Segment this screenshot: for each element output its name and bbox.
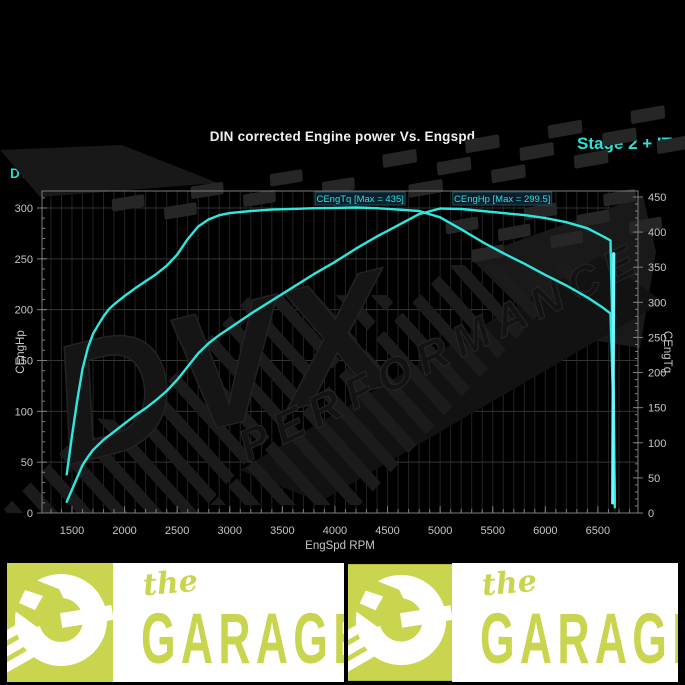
- svg-text:150: 150: [648, 403, 666, 415]
- curve-CEngTq: [65, 206, 616, 509]
- svg-text:4000: 4000: [323, 525, 347, 537]
- checker-flag-band: [111, 169, 355, 220]
- svg-text:450: 450: [648, 192, 666, 204]
- x-axis-label: EngSpd RPM: [305, 540, 375, 552]
- svg-text:3000: 3000: [218, 525, 242, 537]
- svg-text:400: 400: [648, 227, 666, 239]
- svg-text:3500: 3500: [270, 525, 294, 537]
- garage-g-icon: [0, 563, 114, 682]
- svg-text:50: 50: [21, 457, 33, 469]
- svg-text:2500: 2500: [165, 525, 189, 537]
- banner-spacer: [0, 563, 7, 682]
- banner-spacer: [344, 563, 348, 682]
- right-axis-label: CEngTq: [661, 331, 673, 373]
- page-title: DIN corrected Engine power Vs. Engspd: [209, 129, 476, 144]
- garage-wordmark: the GARAGE: [452, 563, 678, 682]
- svg-text:250: 250: [648, 332, 666, 344]
- checker-flag-band: [382, 105, 685, 198]
- garage-logo: [326, 563, 453, 682]
- logo-the-text: the: [141, 563, 200, 604]
- svg-text:300: 300: [15, 203, 33, 215]
- svg-text:2000: 2000: [112, 525, 136, 537]
- curve-label-CEngTq: CEngTq [Max = 435]: [314, 191, 406, 206]
- logo-garage-text: GARAGE: [480, 598, 678, 679]
- stage-badge: Stage 2 + IT: [577, 134, 672, 153]
- svg-text:150: 150: [15, 355, 33, 367]
- svg-text:CEngTq [Max = 435]: CEngTq [Max = 435]: [316, 194, 403, 205]
- svg-text:6000: 6000: [533, 525, 557, 537]
- svg-text:50: 50: [648, 473, 660, 485]
- svg-text:0: 0: [27, 508, 33, 520]
- footer-banner: the GARAGE the GARAGE: [0, 563, 685, 682]
- svg-text:200: 200: [648, 368, 666, 380]
- svg-text:350: 350: [648, 262, 666, 274]
- curve-label-CEngHp: CEngHp [Max = 299.5]: [452, 191, 553, 206]
- svg-text:5500: 5500: [480, 525, 504, 537]
- svg-text:6500: 6500: [586, 525, 610, 537]
- svg-text:100: 100: [15, 406, 33, 418]
- checker-flag-band: [445, 188, 662, 263]
- svg-text:250: 250: [15, 254, 33, 266]
- garage-g-icon: [326, 564, 453, 681]
- svg-text:300: 300: [648, 297, 666, 309]
- garage-logo: [0, 563, 114, 682]
- svg-text:4500: 4500: [375, 525, 399, 537]
- banner-spacer: [678, 563, 685, 682]
- curve-CEngHp: [65, 207, 616, 507]
- logo-the-text: the: [480, 563, 539, 604]
- svg-text:CEngHp [Max = 299.5]: CEngHp [Max = 299.5]: [454, 194, 550, 205]
- rev-limit-drop: [611, 252, 616, 505]
- svg-text:1500: 1500: [60, 525, 84, 537]
- logo-garage-text: GARAGE: [141, 598, 344, 679]
- svg-text:5000: 5000: [428, 525, 452, 537]
- left-axis-label: CEngHp: [15, 330, 27, 373]
- svg-text:200: 200: [15, 305, 33, 317]
- dyno-curves: [65, 206, 616, 509]
- svg-text:100: 100: [648, 438, 666, 450]
- garage-wordmark: the GARAGE: [113, 563, 344, 682]
- axes: 1500 2000 2500 3000 3500 4000 4500 5000 5500 6000…: [15, 190, 673, 552]
- svg-text:0: 0: [648, 508, 654, 520]
